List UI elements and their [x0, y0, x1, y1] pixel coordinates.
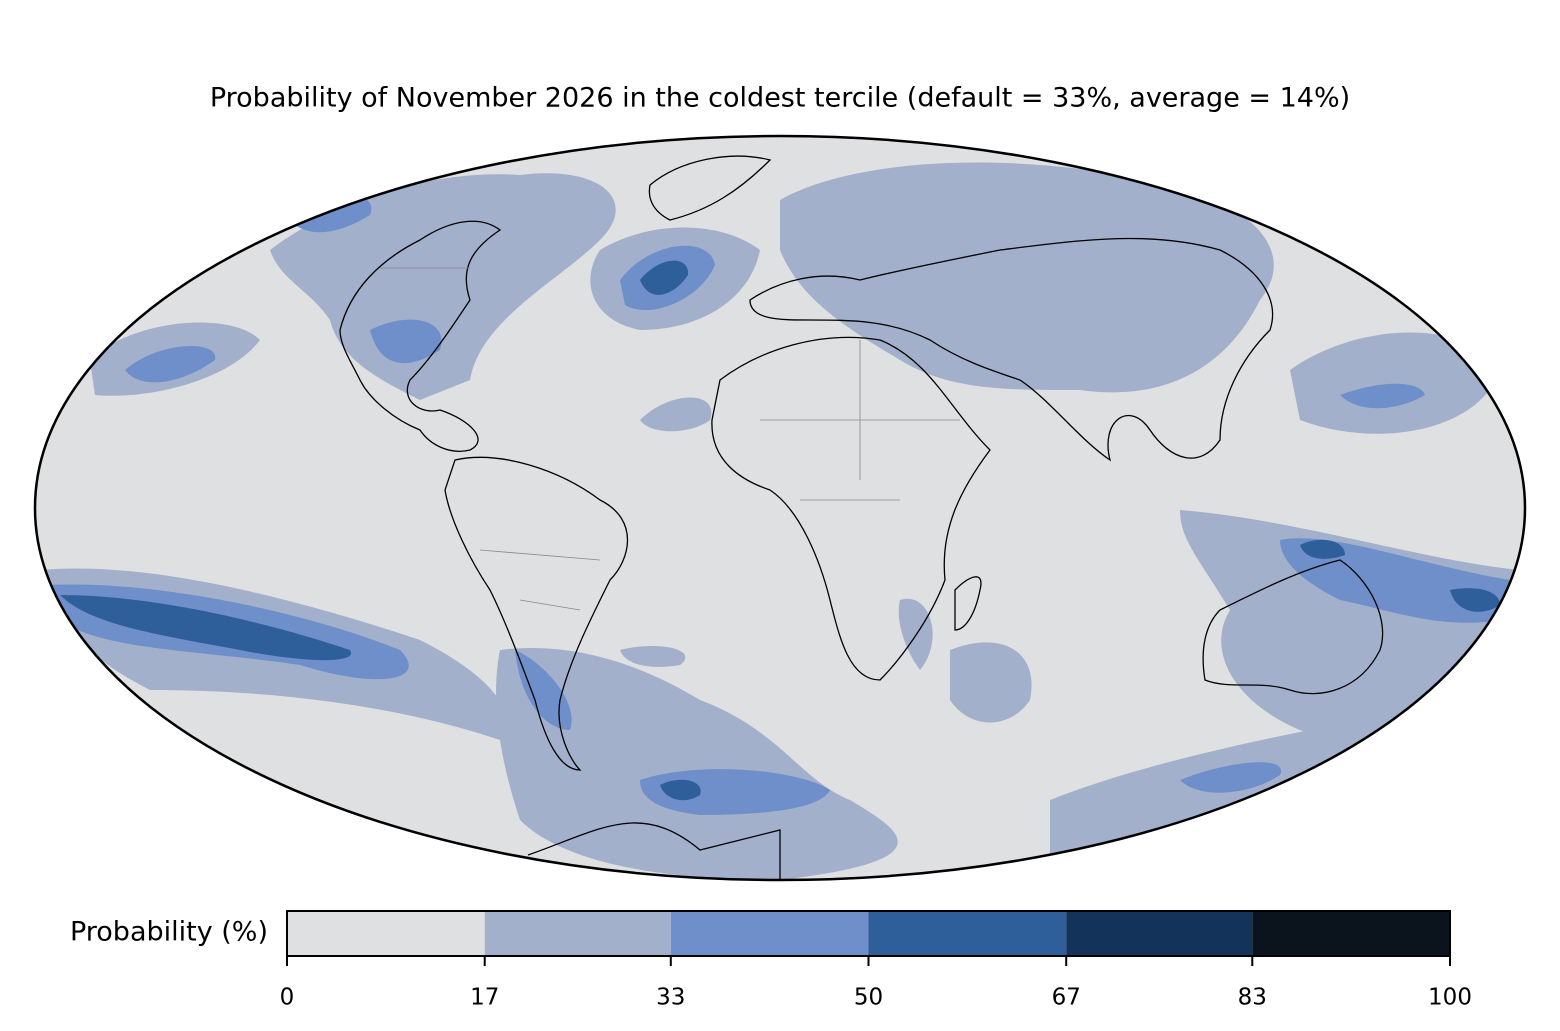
- colorbar-bin: [484, 911, 671, 956]
- coastlines: [339, 155, 1384, 880]
- colorbar-tick-label: 17: [470, 985, 499, 1011]
- map-title: Probability of November 2026 in the cold…: [210, 83, 1350, 114]
- map: [35, 136, 1525, 880]
- colorbar-tick-label: 67: [1052, 985, 1081, 1011]
- colorbar-tick-label: 100: [1428, 985, 1472, 1011]
- colorbar-bin: [868, 911, 1067, 956]
- colorbar-tick-label: 33: [656, 985, 685, 1011]
- colorbar-bin: [670, 911, 869, 956]
- colorbar: 0 17 33 50 67 83 100: [280, 910, 1472, 1011]
- colorbar-tick-label: 83: [1238, 985, 1267, 1011]
- colorbar-tick-label: 0: [280, 985, 295, 1011]
- colorbar-label: Probability (%): [70, 917, 268, 948]
- country-borders: [380, 267, 960, 611]
- colorbar-bin: [1066, 911, 1253, 956]
- colorbar-tick-label: 50: [854, 985, 883, 1011]
- level-50-67: [60, 260, 1500, 801]
- colorbar-bin: [1252, 911, 1450, 956]
- map-frame: [33, 134, 1527, 882]
- colorbar-bin: [287, 911, 485, 956]
